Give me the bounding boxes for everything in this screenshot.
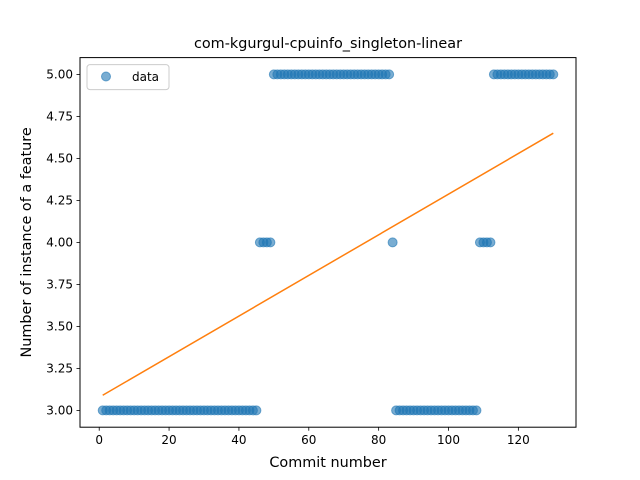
y-tick-label: 4.50: [46, 152, 73, 166]
legend-box: [86, 64, 170, 91]
legend: data: [86, 64, 170, 91]
y-tick-label: 3.75: [46, 278, 73, 292]
data-point: [548, 69, 559, 80]
y-tick-label: 3.50: [46, 320, 73, 334]
data-point: [384, 69, 395, 80]
data-point: [387, 237, 398, 248]
fit-line: [102, 132, 554, 396]
data-marks: [97, 69, 559, 416]
y-tick-label: 4.25: [46, 194, 73, 208]
plot-frame: [79, 57, 577, 428]
x-tick-label: 120: [507, 433, 530, 447]
y-tick-label: 3.00: [46, 404, 73, 418]
x-axis-label: Commit number: [269, 455, 386, 471]
x-axis-ticks: 0 20 40 60 80 100 120: [95, 427, 530, 447]
x-tick-label: 100: [437, 433, 460, 447]
y-tick-label: 4.75: [46, 110, 73, 124]
x-tick-label: 40: [231, 433, 246, 447]
y-axis-label: Number of instance of a feature: [19, 127, 35, 357]
data-point: [471, 405, 482, 416]
data-point: [251, 405, 262, 416]
y-axis-ticks: 3.00 3.25 3.50 3.75 4.00 4.25 4.50 4.75 5.00: [46, 68, 80, 418]
legend-marker-data: [101, 71, 111, 82]
x-tick-label: 20: [161, 433, 176, 447]
x-tick-label: 80: [371, 433, 386, 447]
x-tick-label: 60: [301, 433, 316, 447]
x-tick-label: 0: [95, 433, 103, 447]
y-tick-label: 3.25: [46, 362, 73, 376]
y-tick-label: 5.00: [46, 68, 73, 82]
data-point: [265, 237, 276, 248]
data-point: [485, 237, 496, 248]
legend-label-data: data: [132, 70, 159, 84]
y-tick-label: 4.00: [46, 236, 73, 250]
chart-title: com-kgurgul-cpuinfo_singleton-linear: [194, 36, 462, 52]
